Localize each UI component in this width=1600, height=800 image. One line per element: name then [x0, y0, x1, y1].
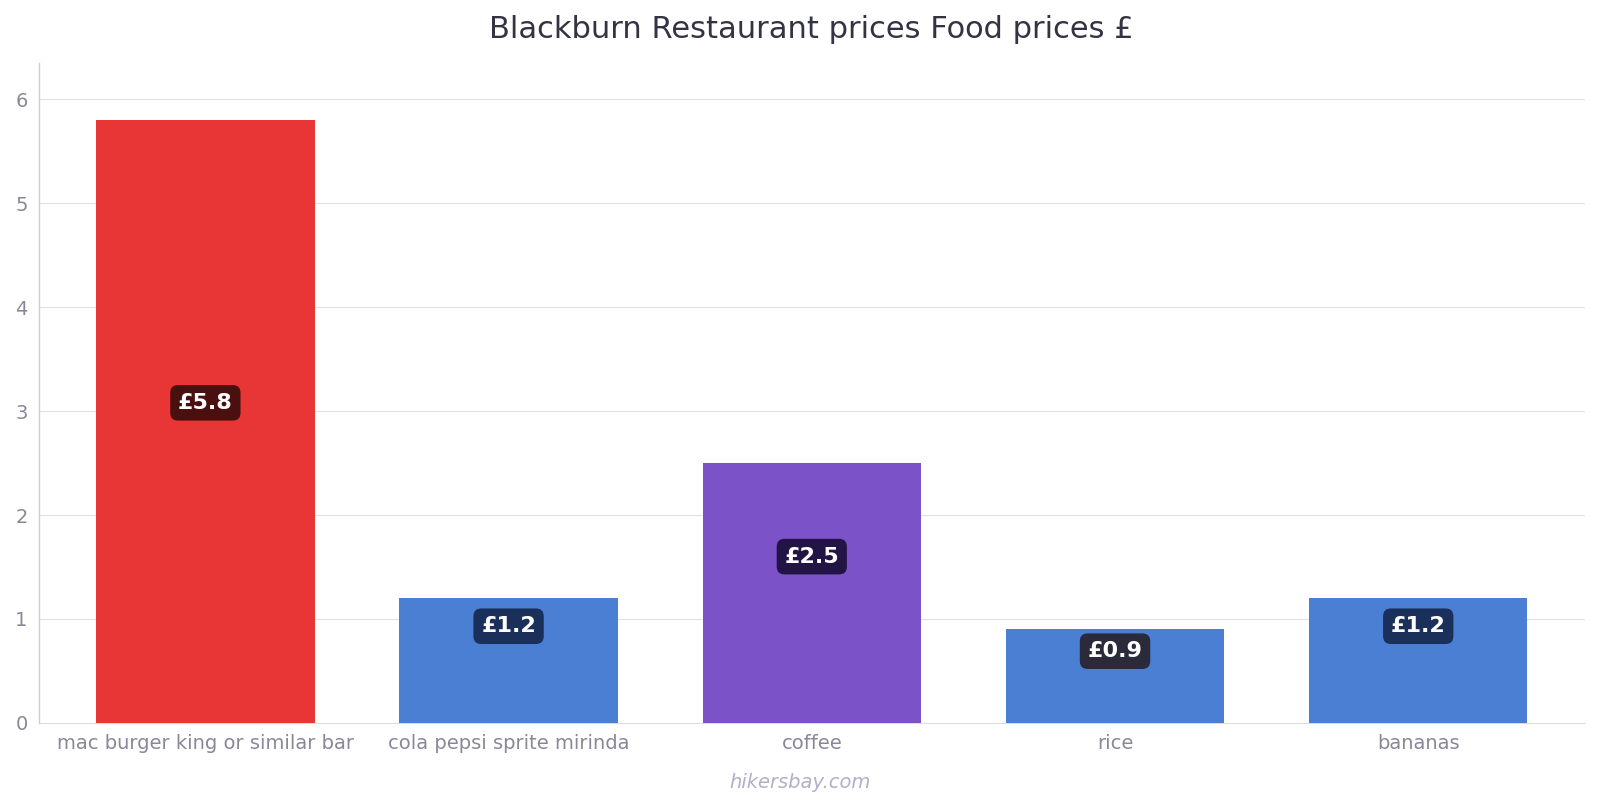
Bar	[1006, 630, 1224, 723]
Text: £1.2: £1.2	[1390, 616, 1446, 636]
Title: Blackburn Restaurant prices Food prices £: Blackburn Restaurant prices Food prices …	[490, 15, 1134, 44]
Bar	[702, 463, 922, 723]
Text: £0.9: £0.9	[1088, 641, 1142, 661]
Bar	[1309, 598, 1528, 723]
Bar	[400, 598, 618, 723]
Text: £2.5: £2.5	[784, 546, 838, 566]
Text: £1.2: £1.2	[482, 616, 536, 636]
Text: £5.8: £5.8	[178, 393, 232, 413]
Bar	[96, 120, 315, 723]
Text: hikersbay.com: hikersbay.com	[730, 773, 870, 792]
